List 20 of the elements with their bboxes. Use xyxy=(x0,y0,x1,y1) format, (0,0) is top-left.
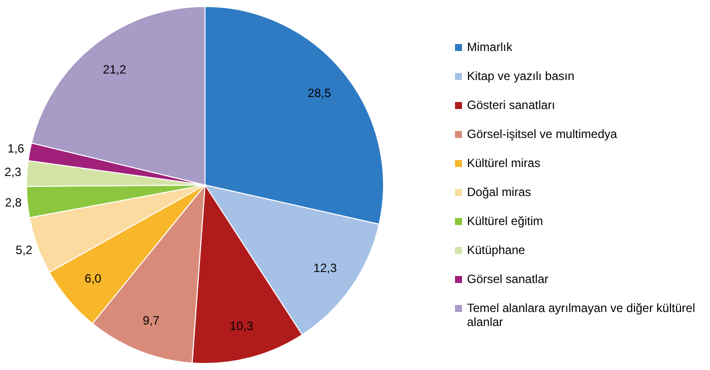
legend-label: Gösteri sanatları xyxy=(467,98,556,112)
data-label: 5,2 xyxy=(16,242,33,257)
legend-label: Kitap ve yazılı basın xyxy=(467,69,574,83)
data-label: 1,6 xyxy=(8,142,25,156)
data-label: 21,2 xyxy=(102,62,126,76)
legend-label: Kütüphane xyxy=(467,243,526,257)
legend-label: Doğal miras xyxy=(467,185,532,199)
legend-label: Görsel sanatlar xyxy=(467,272,548,286)
data-label: 6,0 xyxy=(84,272,102,286)
data-label: 12,3 xyxy=(313,260,338,275)
data-label: 2,3 xyxy=(4,164,22,179)
legend-label: Temel alanlara ayrılmayan ve diğer kültürel alanlar xyxy=(467,301,696,329)
data-label: 9,7 xyxy=(142,313,160,328)
legend-label: Mimarlık xyxy=(467,40,512,54)
data-label: 28,5 xyxy=(308,86,332,100)
legend-label: Kültürel eğitim xyxy=(467,214,544,228)
legend-label: Görsel-işitsel ve multimedya xyxy=(467,127,618,141)
data-label: 10,3 xyxy=(230,319,254,334)
legend-label: Kültürel miras xyxy=(467,156,540,170)
data-label: 2,8 xyxy=(5,196,22,210)
